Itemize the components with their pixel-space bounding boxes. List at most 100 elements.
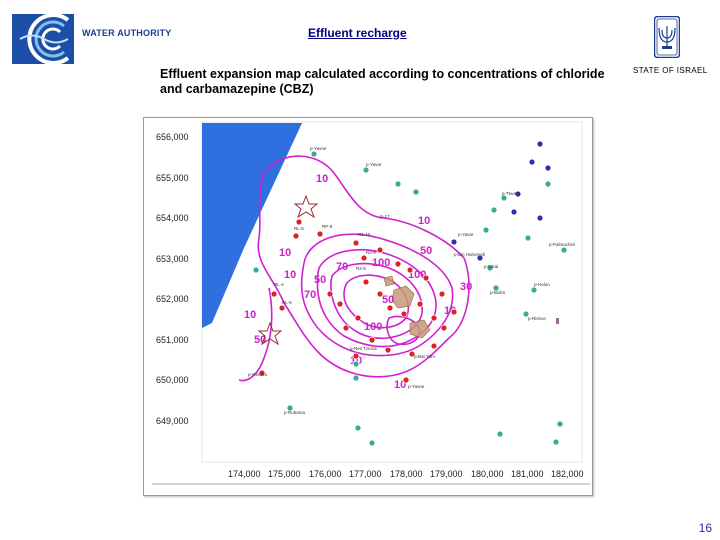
well-label: p-Holon [534, 282, 550, 287]
contour-label: 10 [279, 247, 291, 259]
contour-label: 10 [316, 173, 328, 185]
green-well [556, 420, 564, 428]
red-well [440, 324, 448, 332]
green-well [352, 374, 360, 382]
well-label: RL-4 [274, 282, 284, 287]
x-tick: 175,000 [268, 469, 301, 479]
well-labels: p-Yavne S-17 R1-10 R2-9 R2-8 p-Yavar p-E… [248, 146, 576, 415]
red-well [400, 310, 408, 318]
green-well [310, 150, 318, 158]
effluent-zone [391, 285, 415, 309]
well-label: p-Bidim [490, 290, 506, 295]
red-well [450, 308, 458, 316]
red-well [292, 232, 300, 240]
contour-label: 100 [372, 257, 390, 269]
green-well [524, 234, 532, 242]
well-label: p-Yavne [408, 384, 425, 389]
well-label: p-Yavar [458, 232, 474, 237]
contour-label: 70 [336, 261, 348, 273]
red-well [402, 376, 410, 384]
red-well [394, 260, 402, 268]
x-tick: 179,000 [430, 469, 463, 479]
red-well [430, 342, 438, 350]
pump-marker [556, 318, 559, 324]
green-well [412, 188, 420, 196]
red-well [270, 290, 278, 298]
red-well [352, 239, 360, 247]
blue-well [514, 190, 522, 198]
y-tick: 654,000 [156, 213, 189, 223]
contour-label: 50 [382, 294, 394, 306]
blue-production-wells [450, 140, 552, 262]
state-label: STATE OF ISRAEL [633, 66, 708, 75]
x-tick: 178,000 [390, 469, 423, 479]
blue-well [450, 238, 458, 246]
star-wells [257, 194, 319, 346]
well-label: p-Yavar [366, 162, 382, 167]
red-well [316, 230, 324, 238]
y-tick: 649,000 [156, 416, 189, 426]
star-well [257, 321, 283, 346]
red-well [258, 369, 266, 377]
contour-label: 100 [364, 321, 382, 333]
red-well [386, 304, 394, 312]
contour-small-loop [386, 315, 421, 346]
well-label: R1-10 [358, 232, 371, 237]
green-production-wells [252, 150, 568, 447]
blue-well [536, 140, 544, 148]
red-well [406, 266, 414, 274]
red-well [408, 350, 416, 358]
blue-well [476, 254, 484, 262]
x-tick: 180,000 [471, 469, 504, 479]
well-label: p-Nes Tziona [350, 346, 377, 351]
effluent-zone [383, 275, 395, 287]
well-label: p-Tkuma [502, 191, 520, 196]
contour-label: 10 [418, 215, 430, 227]
red-well [360, 254, 368, 262]
x-tick: 176,000 [309, 469, 342, 479]
green-well [362, 166, 370, 174]
green-well [544, 180, 552, 188]
green-well [492, 284, 500, 292]
slide-subtitle: Effluent expansion map calculated accord… [160, 67, 605, 96]
contour-30 [300, 233, 454, 357]
org-name: WATER AUTHORITY [82, 28, 172, 38]
blue-well [528, 158, 536, 166]
contour-label: 50 [420, 245, 432, 257]
contour-label: 30 [460, 281, 472, 293]
green-well [482, 226, 490, 234]
effluent-zones [383, 275, 431, 339]
red-well [342, 324, 350, 332]
well-label: p-Yavne [310, 146, 327, 151]
well-label: p-Palmachim [549, 242, 576, 247]
well-label: p-Rishon [528, 316, 547, 321]
contour-label: 50 [314, 274, 326, 286]
y-tick: 650,000 [156, 375, 189, 385]
y-tick: 653,000 [156, 254, 189, 264]
red-well [430, 314, 438, 322]
x-tick: 182,000 [551, 469, 584, 479]
y-tick: 652,000 [156, 294, 189, 304]
blue-well [544, 164, 552, 172]
y-axis-ticks: 656,000 655,000 654,000 653,000 652,000 … [156, 132, 189, 426]
state-emblem-icon [654, 16, 680, 58]
contour-10-west [238, 287, 273, 382]
blue-well [536, 214, 544, 222]
blue-well [510, 208, 518, 216]
contour-label: 10 [284, 269, 296, 281]
red-well [336, 300, 344, 308]
slide-title: Effluent recharge [308, 26, 407, 40]
x-tick: 181,000 [511, 469, 544, 479]
red-well [278, 304, 286, 312]
green-well [368, 439, 376, 447]
red-well [376, 246, 384, 254]
well-label: RL-6 [294, 226, 304, 231]
green-well [354, 424, 362, 432]
y-tick: 656,000 [156, 132, 189, 142]
effluent-zone [409, 319, 431, 339]
red-well [376, 290, 384, 298]
red-well [362, 278, 370, 286]
page-number: 16 [698, 521, 712, 535]
x-axis-ticks: 174,000 175,000 176,000 177,000 178,000 … [228, 469, 584, 479]
red-well [352, 352, 360, 360]
